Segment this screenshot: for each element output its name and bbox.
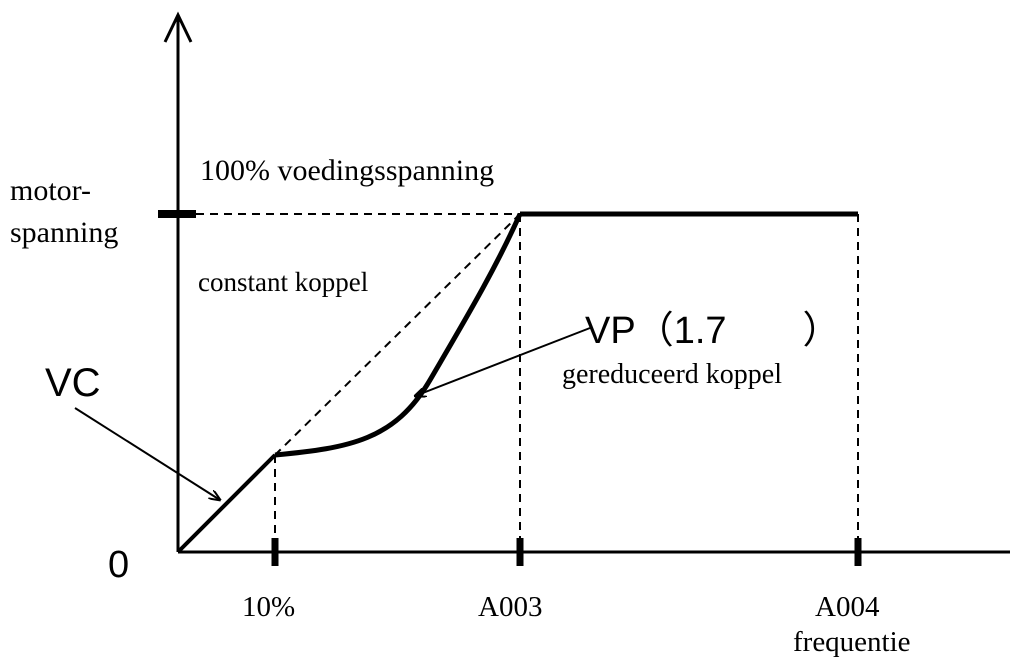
supply-label: 100% voedingsspanning (200, 154, 494, 187)
vp-curve (274, 212, 523, 458)
constant-label: constant koppel (198, 267, 368, 297)
x-tick-label: 10% (242, 591, 295, 623)
vc-pointer (74, 407, 220, 500)
vc-label: VC (45, 361, 101, 405)
x-tick-label: A004 (815, 591, 880, 623)
y-label: motor- (10, 174, 91, 207)
origin-label: 0 (108, 544, 129, 586)
vp-label: VP（1.7 ） (585, 310, 841, 352)
y-label: spanning (10, 216, 118, 249)
x-tick-label: A003 (478, 591, 542, 623)
vp-pointer (415, 327, 591, 396)
constant-torque-line (274, 213, 521, 456)
x-label: frequentie (793, 626, 911, 658)
vc-line (176, 453, 277, 554)
reduced-label: gereduceerd koppel (562, 359, 782, 390)
y-axis-arrow (163, 11, 193, 43)
